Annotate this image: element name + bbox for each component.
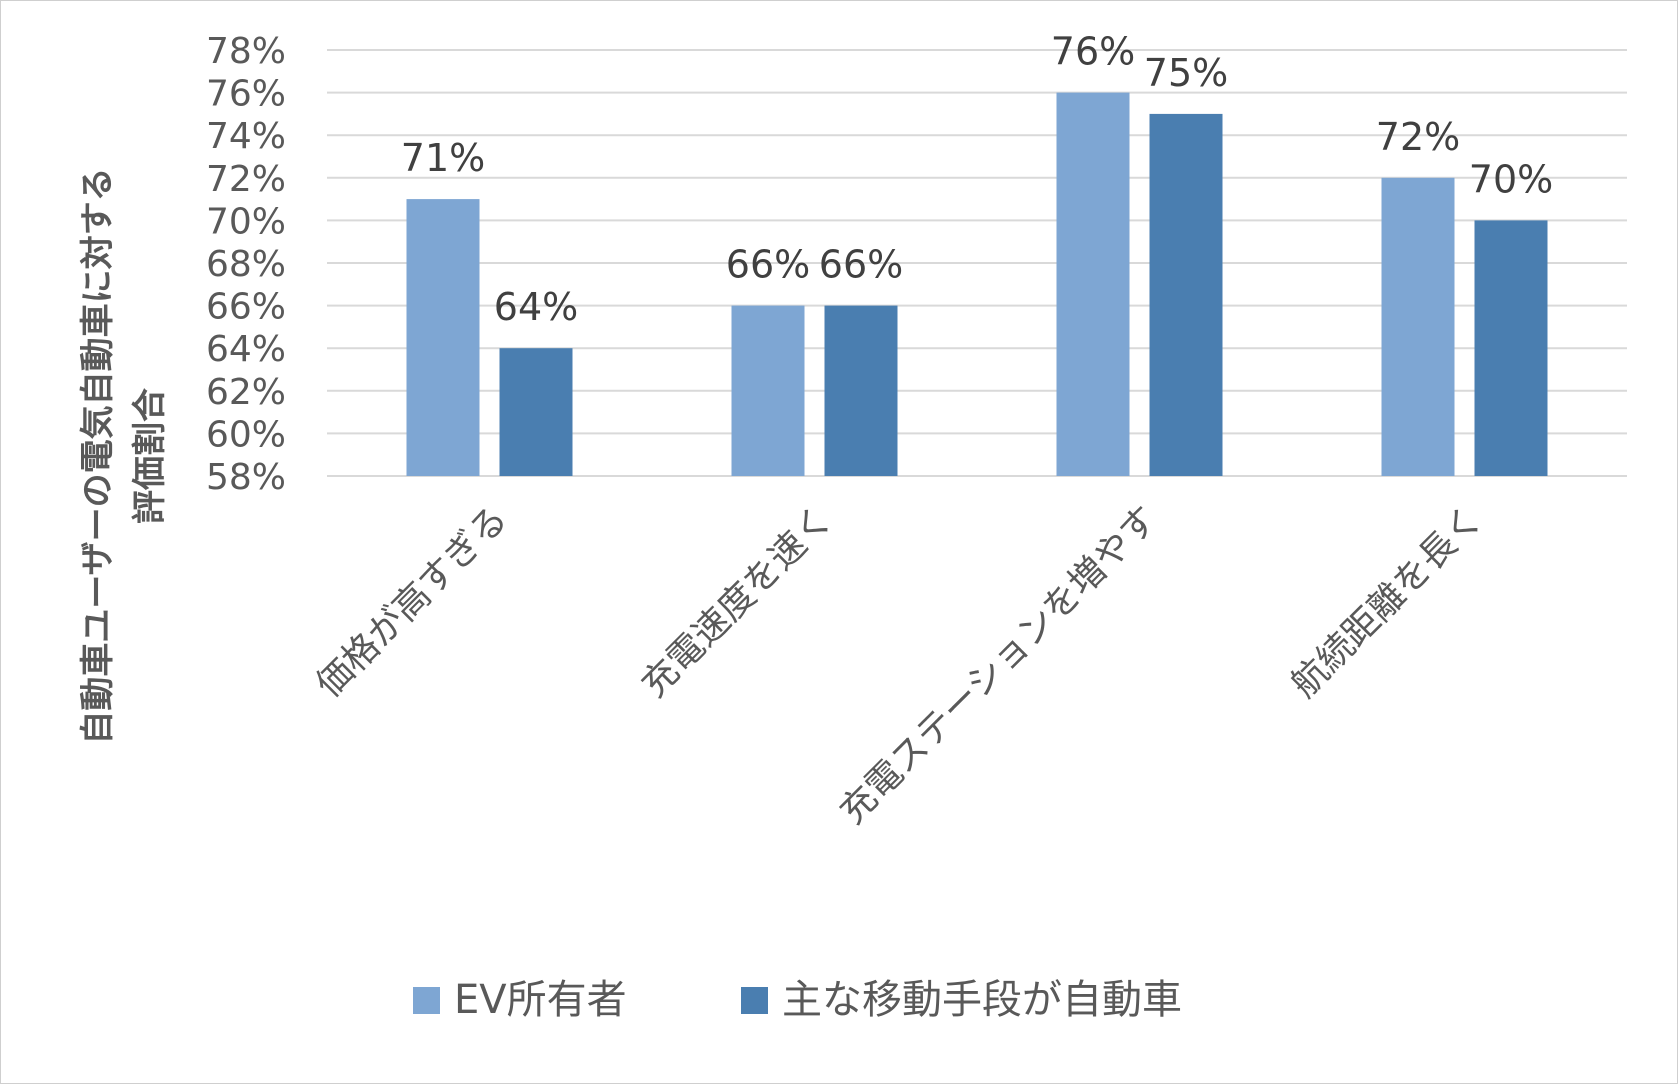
bar	[1149, 113, 1223, 477]
legend-label: 主な移動手段が自動車	[782, 977, 1182, 1023]
data-label: 66%	[819, 243, 903, 287]
legend-label: EV所有者	[454, 977, 627, 1023]
legend: EV所有者 主な移動手段が自動車	[413, 977, 1182, 1023]
y-tick-label: 66%	[206, 287, 286, 328]
bar	[499, 348, 573, 476]
data-label: 71%	[401, 136, 485, 180]
bar	[406, 199, 480, 476]
y-tick-label: 68%	[206, 244, 286, 285]
category-label: 充電ステーションを増やす	[832, 498, 1166, 832]
y-tick-label: 58%	[206, 457, 286, 498]
bar	[1474, 220, 1548, 476]
data-label: 76%	[1051, 30, 1135, 74]
bar	[731, 305, 805, 476]
data-label: 64%	[494, 285, 578, 329]
legend-swatch	[741, 987, 768, 1014]
y-tick-label: 74%	[206, 116, 286, 157]
y-tick-label: 72%	[206, 159, 286, 200]
y-axis-title-line: 自動車ユーザーの電気自動車に対する	[78, 167, 118, 744]
data-label: 75%	[1144, 51, 1228, 95]
data-label: 66%	[726, 243, 810, 287]
bar	[1381, 177, 1455, 477]
y-tick-label: 78%	[206, 31, 286, 72]
bar	[824, 305, 898, 476]
y-tick-label: 62%	[206, 372, 286, 413]
data-label: 70%	[1469, 157, 1553, 201]
y-tick-label: 60%	[206, 414, 286, 455]
y-axis-title: 自動車ユーザーの電気自動車に対する 評価割合	[78, 167, 170, 744]
category-label: 航続距離を長く	[1284, 498, 1491, 705]
data-labels: 71% 64% 66% 66% 76% 75% 72%70%	[401, 30, 1553, 330]
legend-swatch	[413, 987, 440, 1014]
bar	[1056, 92, 1130, 476]
bars	[406, 92, 1548, 477]
y-axis-title-line: 評価割合	[130, 388, 170, 524]
y-axis-tick-labels: 58%60%62%64%66%68%70%72%74%76%78%	[206, 31, 286, 498]
category-label: 価格が高すぎる	[309, 498, 516, 705]
category-label: 充電速度を速く	[634, 498, 841, 705]
y-tick-label: 64%	[206, 329, 286, 370]
y-tick-label: 76%	[206, 74, 286, 115]
y-tick-label: 70%	[206, 201, 286, 242]
data-label: 72%	[1376, 115, 1460, 159]
